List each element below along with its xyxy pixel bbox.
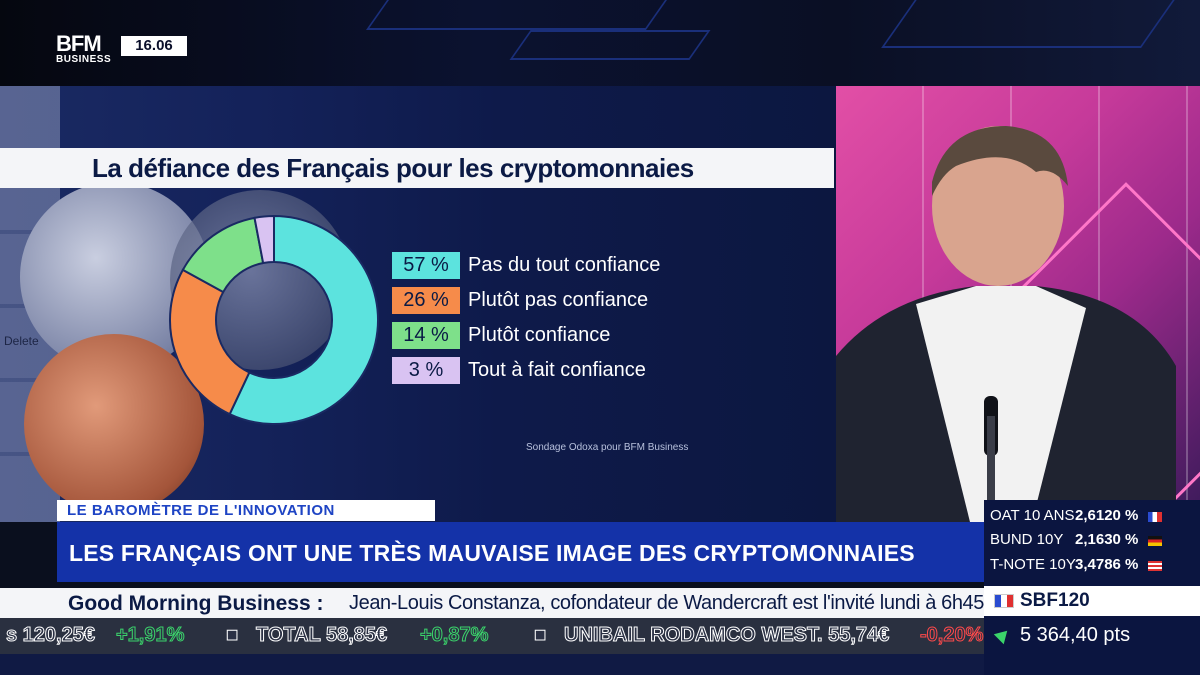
stock-ticker: s 120,25€ +1,91% ■ TOTAL 58,85€ +0,87% ■… xyxy=(0,618,984,654)
kicker-text: LE BAROMÈTRE DE L'INNOVATION xyxy=(67,502,335,519)
donut-slice-4 xyxy=(253,214,275,265)
france-flag-icon xyxy=(1148,512,1162,522)
legend-label: Plutôt confiance xyxy=(468,324,611,346)
index-name: SBF120 xyxy=(1020,590,1090,611)
legend-percent: 3 % xyxy=(392,357,460,384)
donut-slice-1 xyxy=(228,214,379,425)
logo-business: BUSINESS xyxy=(56,54,112,65)
stock-change: +0,87% xyxy=(419,624,489,647)
logo-bfm: BFM xyxy=(56,31,102,56)
ticker-show-name: Good Morning Business : xyxy=(68,592,324,615)
clock: 16.06 xyxy=(121,36,187,56)
rate-name: BUND 10Y xyxy=(990,531,1064,548)
headline-text: LES FRANÇAIS ONT UNE TRÈS MAUVAISE IMAGE… xyxy=(69,540,915,566)
guest-figure xyxy=(836,126,1176,522)
index-row: SBF120 xyxy=(984,586,1200,616)
delete-key-label: Delete xyxy=(4,334,39,348)
chart-panel: Delete La défiance des Français pour les… xyxy=(0,86,836,522)
legend-label: Pas du tout confiance xyxy=(468,254,661,276)
france-flag-icon xyxy=(994,594,1014,608)
rate-value: 3,4786 % xyxy=(1075,556,1139,573)
donut-chart xyxy=(169,214,379,425)
rate-value: 2,6120 % xyxy=(1075,507,1139,524)
decor-shape xyxy=(881,0,1179,48)
rate-name: OAT 10 ANS xyxy=(990,507,1075,524)
chart-source: Sondage Odoxa pour BFM Business xyxy=(526,442,689,453)
top-band xyxy=(0,0,1200,86)
separator-icon: ■ xyxy=(533,624,547,647)
copper-coin xyxy=(24,334,204,514)
stock-change: -0,20% xyxy=(919,624,984,647)
germany-flag-icon xyxy=(1148,536,1162,546)
arrow-up-icon xyxy=(993,625,1013,645)
rate-value: 2,1630 % xyxy=(1075,531,1139,548)
usa-flag-icon xyxy=(1148,561,1162,571)
index-value-row: 5 364,40 pts xyxy=(984,620,1200,654)
legend-percent: 26 % xyxy=(392,287,460,314)
donut-slice-2 xyxy=(169,268,251,416)
bottom-strip xyxy=(0,654,1200,675)
studio-camera xyxy=(836,86,1200,522)
rate-name: T-NOTE 10Y xyxy=(990,556,1076,573)
segment-kicker: LE BAROMÈTRE DE L'INNOVATION xyxy=(57,500,435,521)
ticker-info: Jean-Louis Constanza, cofondateur de Wan… xyxy=(349,592,990,614)
channel-logo: BFM BUSINESS xyxy=(56,31,112,66)
stock-quote: s 120,25€ xyxy=(6,624,96,647)
decor-shape xyxy=(365,0,675,30)
chart-title-bar xyxy=(0,148,834,188)
legend-percent: 14 % xyxy=(392,322,460,349)
decor-shape xyxy=(509,30,711,60)
news-ticker: Good Morning Business : Jean-Louis Const… xyxy=(0,588,990,618)
stock-quote: UNIBAIL RODAMCO WEST. 55,74€ xyxy=(563,624,890,647)
chart-title: La défiance des Français pour les crypto… xyxy=(92,153,694,183)
index-value: 5 364,40 pts xyxy=(1020,624,1131,646)
stock-change: +1,91% xyxy=(115,624,185,647)
legend-percent: 57 % xyxy=(392,252,460,279)
separator-icon: ■ xyxy=(225,624,239,647)
stock-quote: TOTAL 58,85€ xyxy=(255,624,388,647)
headline-banner: LES FRANÇAIS ONT UNE TRÈS MAUVAISE IMAGE… xyxy=(57,522,984,582)
legend-label: Tout à fait confiance xyxy=(468,359,646,381)
legend-label: Plutôt pas confiance xyxy=(468,289,649,311)
